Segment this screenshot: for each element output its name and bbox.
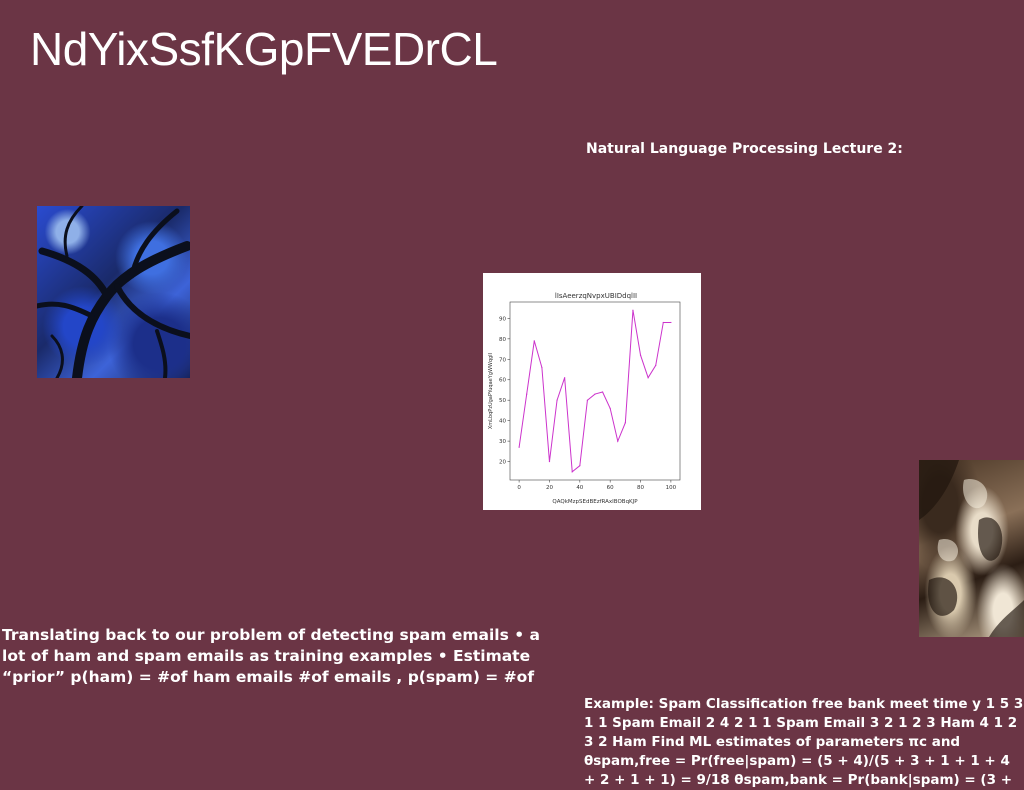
line-chart: lIsAeerzqNvpxUBIDdqlII 0 20 40 60 80 100 20 30 4… bbox=[483, 273, 701, 510]
data-point bbox=[548, 460, 551, 463]
data-point bbox=[655, 364, 657, 367]
chart-plot-frame bbox=[509, 301, 681, 481]
data-point bbox=[662, 321, 664, 324]
data-point bbox=[647, 377, 649, 379]
chart-series-line bbox=[518, 310, 671, 473]
x-tick-label: 40 bbox=[576, 485, 583, 491]
x-tick-label: 80 bbox=[637, 485, 644, 491]
data-point bbox=[617, 440, 619, 442]
chart-points bbox=[518, 309, 672, 473]
y-tick-label: 90 bbox=[499, 316, 506, 322]
data-point bbox=[571, 471, 573, 473]
y-tick-label: 70 bbox=[499, 357, 506, 363]
spam-detection-paragraph: Translating back to our problem of detec… bbox=[2, 626, 540, 686]
y-tick-label: 40 bbox=[499, 419, 506, 425]
chart-title: lIsAeerzqNvpxUBIDdqlII bbox=[555, 292, 637, 300]
lecture-subtitle: Natural Language Processing Lecture 2: bbox=[586, 141, 903, 157]
data-point bbox=[518, 446, 520, 448]
chart-xlabel: QAQkMzpSEdBEzfRAxIBOBqKJP bbox=[552, 499, 638, 505]
data-point bbox=[579, 465, 581, 467]
spam-classification-example: Example: Spam Classification free bank m… bbox=[584, 696, 1024, 788]
x-tick-label: 100 bbox=[666, 485, 677, 491]
y-tick-label: 60 bbox=[499, 378, 506, 384]
x-tick-label: 20 bbox=[546, 485, 553, 491]
rock-texture-photo bbox=[919, 460, 1024, 637]
x-tick-label: 0 bbox=[517, 485, 521, 491]
y-tick-label: 20 bbox=[499, 460, 506, 466]
data-point bbox=[541, 366, 543, 369]
data-point bbox=[624, 422, 626, 424]
y-tick-label: 80 bbox=[499, 337, 506, 343]
data-point bbox=[586, 399, 589, 401]
data-point bbox=[564, 377, 566, 379]
chart-ticks: 0 20 40 60 80 100 20 30 40 50 60 70 80 90 bbox=[499, 316, 677, 491]
data-point bbox=[670, 321, 672, 324]
x-tick-label: 60 bbox=[607, 485, 614, 491]
data-point bbox=[601, 391, 604, 393]
page-title: NdYixSsfKGpFVEDrCL bbox=[30, 23, 498, 75]
data-point bbox=[526, 393, 528, 395]
data-point bbox=[632, 309, 634, 311]
data-point bbox=[594, 393, 596, 395]
chart-ylabel: XmLbqPzUgaPYuqaeYgWWqgII bbox=[488, 353, 494, 429]
y-tick-label: 30 bbox=[499, 439, 506, 445]
data-point bbox=[533, 340, 535, 342]
y-tick-label: 50 bbox=[499, 398, 506, 404]
data-point bbox=[556, 399, 558, 401]
tree-photo bbox=[37, 206, 190, 378]
data-point bbox=[639, 354, 642, 356]
line-chart-svg: lIsAeerzqNvpxUBIDdqlII 0 20 40 60 80 100 20 30 4… bbox=[488, 292, 681, 505]
data-point bbox=[609, 407, 611, 409]
